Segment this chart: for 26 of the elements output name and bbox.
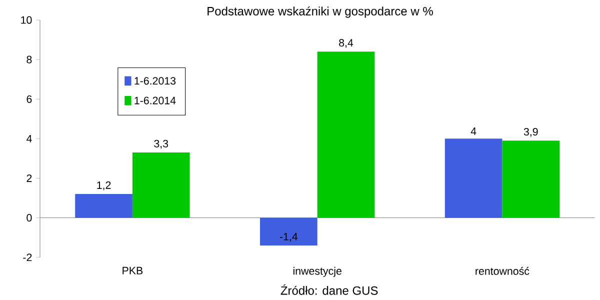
data-label: -1,4: [280, 232, 298, 242]
y-tick-label: 2: [26, 174, 32, 182]
bar: [444, 138, 502, 218]
y-tick-label: 4: [26, 134, 32, 142]
data-label: 4: [470, 128, 476, 135]
legend-label: 1-6.2014: [134, 96, 176, 104]
chart-title: Podstawowe wskaźniki w gospodarce w %: [208, 6, 433, 18]
bar: [502, 140, 560, 218]
y-tick-label: 8: [26, 56, 32, 64]
bar: [75, 194, 132, 218]
bar: [260, 218, 318, 246]
x-tick-label: PKB: [122, 266, 143, 274]
y-tick-label: 10: [21, 16, 32, 24]
x-tick-label: inwestycje: [293, 266, 342, 277]
data-label: 3,3: [154, 140, 168, 149]
text: Źródło: dane GUS: [280, 284, 378, 295]
bar: [317, 52, 375, 218]
y-tick-label: 0: [26, 214, 32, 222]
y-tick-label: -2: [23, 254, 32, 262]
y-tick-label: 6: [26, 95, 32, 103]
data-label: 3,9: [524, 128, 538, 137]
data-label: 1,2: [97, 181, 111, 190]
bar: [132, 152, 190, 218]
legend-label: 1-6.2013: [134, 77, 176, 85]
data-label: 8,4: [339, 39, 354, 48]
x-tick-label: rentowność: [476, 266, 530, 275]
